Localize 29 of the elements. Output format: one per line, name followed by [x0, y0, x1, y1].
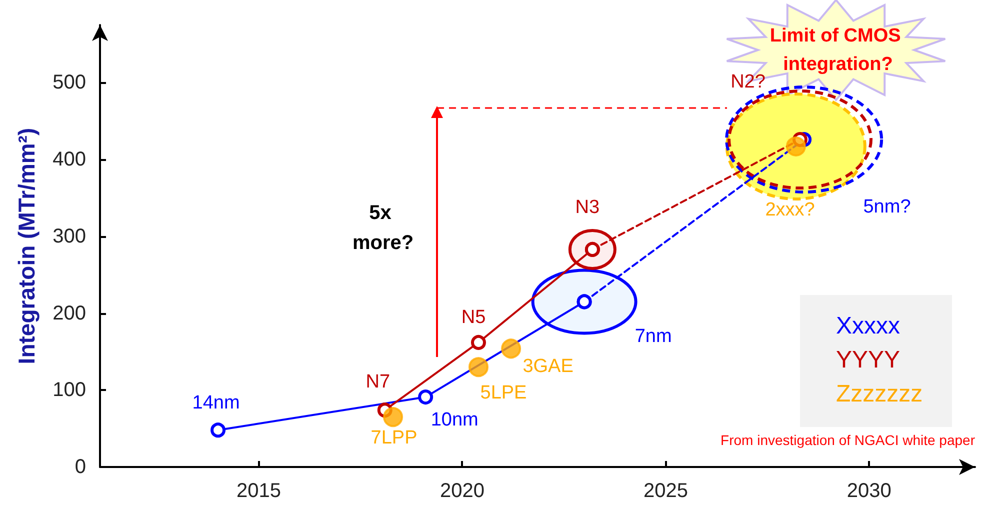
annotation: N5: [461, 306, 486, 328]
y-tick-label: 400: [52, 148, 86, 171]
text: YYYY: [836, 346, 900, 374]
x-tick-label: 2030: [846, 480, 892, 502]
annotation: From investigation of NGACI white paper: [720, 432, 976, 448]
annotation: 5x more?: [352, 202, 414, 254]
annotation: N7: [366, 372, 390, 393]
annotation: 2xxx?: [765, 200, 815, 220]
annotation: N3: [575, 196, 600, 218]
annotation: 5LPE: [480, 382, 527, 404]
annotation: 7nm: [634, 326, 672, 348]
text: Xxxxx: [836, 312, 900, 340]
x-tick-label: 2025: [643, 480, 688, 502]
annotation: 7LPP: [370, 428, 418, 449]
y-axis-title: Integratoin (MTr/mm²): [14, 128, 40, 364]
annotation: N2?: [730, 72, 766, 92]
annotation: 3GAE: [522, 356, 574, 378]
y-tick-label: 0: [74, 456, 86, 478]
y-tick-label: 200: [52, 302, 86, 324]
x-tick-label: 2015: [236, 480, 281, 502]
annotation: 5nm?: [863, 196, 911, 218]
y-tick-label: 100: [52, 379, 86, 402]
text: Zzzzzzz: [836, 380, 923, 408]
y-tick-label: 300: [52, 225, 86, 248]
annotation: 14nm: [192, 392, 240, 414]
y-tick-label: 500: [52, 72, 86, 94]
annotation: Limit of CMOS integration?: [770, 25, 906, 75]
annotation: 10nm: [430, 410, 478, 431]
x-tick-label: 2020: [440, 480, 484, 502]
